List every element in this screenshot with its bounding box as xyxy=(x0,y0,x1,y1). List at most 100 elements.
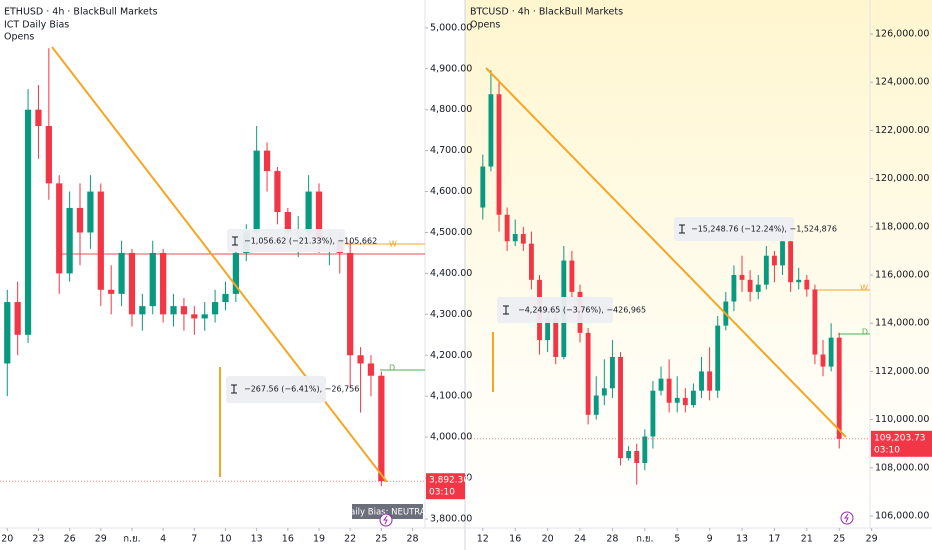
candle-body xyxy=(14,302,21,335)
measurement: −4,249.65 (−3.76%), −426,965 xyxy=(497,297,646,323)
candle-body xyxy=(108,289,115,294)
chart-title: ETHUSD · 4h · BlackBull Markets xyxy=(4,7,158,18)
candle-body xyxy=(771,255,777,266)
y-tick-label: 4,000.00 xyxy=(430,432,472,443)
x-tick-label: 26 xyxy=(64,534,76,545)
candle-body xyxy=(504,214,510,242)
candle-body xyxy=(315,191,323,241)
candle-body xyxy=(569,260,575,292)
candles xyxy=(4,48,842,487)
candle-body xyxy=(160,252,167,315)
candle-body xyxy=(191,314,198,319)
y-tick-label: 4,500.00 xyxy=(430,227,472,238)
x-tick-label: 22 xyxy=(344,534,356,545)
candle-body xyxy=(305,191,312,233)
candle-body xyxy=(780,241,785,266)
x-tick-label: 5 xyxy=(674,534,680,545)
candle-body xyxy=(763,255,769,285)
candle-body xyxy=(284,212,291,233)
y-tick-label: 5,000.00 xyxy=(430,22,472,33)
candle-body xyxy=(480,166,486,208)
x-tick-label: ก.ย. xyxy=(636,534,653,545)
x-tick-label: 20 xyxy=(542,534,554,545)
x-tick-label: 19 xyxy=(313,534,325,545)
x-tick-label: 13 xyxy=(251,534,263,545)
candle-body xyxy=(520,234,526,244)
countdown-label: 03:10 xyxy=(874,445,900,455)
countdown-label: 03:10 xyxy=(429,488,455,498)
y-tick-label: 4,400.00 xyxy=(430,268,472,279)
trend-line xyxy=(51,46,388,483)
x-tick-label: 16 xyxy=(282,534,294,545)
indicator-label: Opens xyxy=(470,20,500,31)
y-tick-label: 112,000.00 xyxy=(875,366,929,377)
trend-line xyxy=(485,67,847,438)
candle-body xyxy=(149,252,156,307)
x-tick-label: 4 xyxy=(160,534,166,545)
y-tick-label: 4,900.00 xyxy=(430,63,472,74)
candle-body xyxy=(128,252,136,315)
bias-label: Daily Bias: NEUTRAL xyxy=(344,508,431,518)
candle-body xyxy=(828,337,834,367)
candle-body xyxy=(609,356,615,389)
candle-body xyxy=(715,325,721,391)
y-tick-label: 116,000.00 xyxy=(875,270,929,281)
candle-body xyxy=(553,318,559,357)
last-price-badge xyxy=(871,430,932,457)
y-tick-label: 4,600.00 xyxy=(430,186,472,197)
candle-body xyxy=(707,371,713,391)
x-tick-label: 21 xyxy=(801,534,813,545)
candle-body xyxy=(796,279,802,283)
x-tick-label: 13 xyxy=(736,534,748,545)
candle-body xyxy=(528,243,534,280)
x-tick-label: 25 xyxy=(375,534,387,545)
candle-body xyxy=(347,252,354,356)
y-tick-label: 110,000.00 xyxy=(875,414,929,425)
y-tick-label: 4,800.00 xyxy=(430,104,472,115)
candle-body xyxy=(699,371,704,391)
candle-body xyxy=(367,363,375,376)
measurement-label: −267.56 (−6.41%), −26,756 xyxy=(244,385,359,394)
candle-body xyxy=(222,293,229,303)
measurement: −267.56 (−6.41%), −26,756 xyxy=(226,376,359,403)
x-tick-label: 17 xyxy=(768,534,780,545)
y-tick-label: 4,300.00 xyxy=(430,309,472,320)
candle-body xyxy=(201,314,208,319)
last-price-label: 109,203.73 xyxy=(874,433,926,443)
last-price-badge xyxy=(426,473,465,500)
candle-body xyxy=(674,397,680,403)
y-tick-label: 4,700.00 xyxy=(430,145,472,156)
y-tick-label: 4,200.00 xyxy=(430,350,472,361)
candle-body xyxy=(812,289,818,355)
candle-body xyxy=(232,252,239,294)
x-tick-label: 9 xyxy=(707,534,713,545)
candle-body xyxy=(357,355,364,364)
candle-body xyxy=(274,171,281,213)
candle-body xyxy=(263,150,271,172)
candle-body xyxy=(747,279,753,292)
candle-body xyxy=(76,207,84,233)
candle-body xyxy=(45,126,52,184)
x-tick-label: 28 xyxy=(606,534,618,545)
candle-body xyxy=(496,94,502,215)
indicator-label: Opens xyxy=(4,32,34,43)
open-label: D xyxy=(389,364,395,373)
candle-body xyxy=(601,388,607,396)
y-tick-label: 126,000.00 xyxy=(875,29,929,40)
event-icon-glyph xyxy=(844,513,849,523)
candle-body xyxy=(97,191,104,290)
x-tick-label: 24 xyxy=(574,534,586,545)
candle-body xyxy=(24,109,32,335)
y-tick-label: 108,000.00 xyxy=(875,462,929,473)
candle-body xyxy=(545,318,551,341)
candle-body xyxy=(731,275,737,302)
x-tick-label: 29 xyxy=(95,534,107,545)
x-tick-label: 28 xyxy=(406,534,418,545)
candle-body xyxy=(512,234,518,242)
candle-body xyxy=(488,94,494,167)
y-tick-label: 114,000.00 xyxy=(875,318,929,329)
x-tick-label: 12 xyxy=(477,534,489,545)
y-tick-label: 4,100.00 xyxy=(430,391,472,402)
candle-body xyxy=(378,375,385,482)
candle-body xyxy=(170,306,177,315)
